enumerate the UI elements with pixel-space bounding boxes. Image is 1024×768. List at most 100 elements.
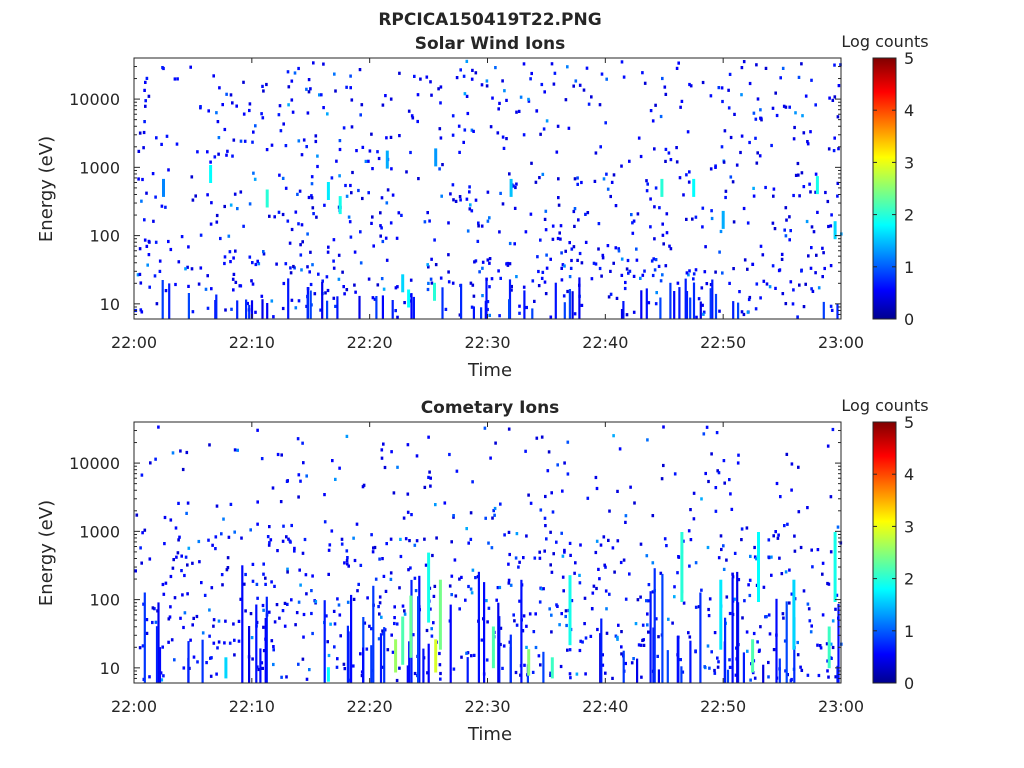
spectrogram-cell xyxy=(722,544,725,548)
spectrogram-cell xyxy=(256,596,259,600)
spectrogram-cell xyxy=(486,219,490,223)
x-tick-label: 22:50 xyxy=(700,333,746,352)
spectrogram-cell xyxy=(273,620,277,624)
spectrogram-cell xyxy=(541,270,545,274)
spectrogram-cell xyxy=(248,255,252,259)
spectrogram-cell xyxy=(687,529,691,533)
spectrogram-cell xyxy=(460,283,463,319)
spectrogram-cell xyxy=(701,225,704,229)
spectrogram-cell xyxy=(251,261,254,265)
spectrogram-cell xyxy=(529,212,533,216)
spectrogram-cell xyxy=(669,282,672,319)
spectrogram-cell xyxy=(256,259,259,263)
spectrogram-cell xyxy=(728,281,731,285)
spectrogram-cell xyxy=(261,299,264,319)
spectrogram-cell xyxy=(806,142,810,146)
spectrogram-cell xyxy=(304,573,308,577)
spectrogram-cell xyxy=(505,98,508,102)
spectrogram-cell xyxy=(728,611,732,616)
spectrogram-cell xyxy=(212,618,216,622)
spectrogram-cell xyxy=(753,545,756,550)
spectrogram-cell xyxy=(685,173,688,177)
spectrogram-cell xyxy=(580,180,583,185)
spectrogram-cell xyxy=(314,600,318,604)
spectrogram-cell xyxy=(496,586,500,590)
spectrogram-cell xyxy=(308,668,311,672)
spectrogram-cell xyxy=(233,448,237,452)
spectrogram-cell xyxy=(359,113,362,117)
spectrogram-cell xyxy=(208,443,211,447)
spectrogram-cell xyxy=(723,129,727,133)
spectrogram-cell xyxy=(169,518,173,522)
spectrogram-cell xyxy=(176,551,180,555)
spectrogram-hotspot xyxy=(385,150,389,169)
spectrogram-cell xyxy=(182,666,186,670)
spectrogram-cell xyxy=(768,632,772,636)
spectrogram-cell xyxy=(569,553,572,557)
spectrogram-cell xyxy=(385,136,388,140)
spectrogram-hotspot xyxy=(209,165,213,183)
spectrogram-cell xyxy=(612,173,616,177)
spectrogram-cell xyxy=(774,286,777,290)
spectrogram-cell xyxy=(168,283,171,319)
spectrogram-cell xyxy=(403,612,407,616)
spectrogram-cell xyxy=(552,82,556,86)
spectrogram-cell xyxy=(279,129,283,133)
spectrogram-cell xyxy=(330,529,334,533)
spectrogram-cell xyxy=(679,105,682,109)
spectrogram-cell xyxy=(719,534,723,538)
spectrogram-cell xyxy=(757,649,761,653)
spectrogram-cell xyxy=(694,268,698,272)
spectrogram-cell xyxy=(176,77,179,81)
spectrogram-cell xyxy=(743,258,747,262)
spectrogram-cell xyxy=(361,196,364,201)
spectrogram-cell xyxy=(466,657,469,683)
spectrogram-cell xyxy=(415,539,419,543)
spectrogram-cell xyxy=(559,224,563,228)
spectrogram-cell xyxy=(736,571,739,683)
spectrogram-cell xyxy=(480,307,483,319)
spectrogram-cell xyxy=(465,651,468,655)
spectrogram-cell xyxy=(710,209,713,213)
spectrogram-cell xyxy=(499,502,502,506)
spectrogram-cell xyxy=(155,136,158,140)
spectrogram-cell xyxy=(260,112,263,116)
spectrogram-cell xyxy=(266,303,269,319)
spectrogram-cell xyxy=(359,563,363,567)
spectrogram-cell xyxy=(441,163,444,167)
spectrogram-cell xyxy=(303,537,307,542)
spectrogram-cell xyxy=(703,665,706,669)
spectrogram-cell xyxy=(248,202,252,206)
spectrogram-cell xyxy=(639,643,643,647)
spectrogram-cell xyxy=(617,249,621,253)
spectrogram-cell xyxy=(463,92,467,96)
spectrogram-cell xyxy=(778,556,781,560)
spectrogram-cell xyxy=(740,527,744,531)
spectrogram-cell xyxy=(250,300,254,319)
spectrogram-cell xyxy=(370,627,373,631)
spectrogram-cell xyxy=(411,116,415,120)
spectrogram-cell xyxy=(336,597,339,601)
spectrogram-cell xyxy=(616,539,620,543)
spectrogram-cell xyxy=(305,474,308,478)
spectrogram-cell xyxy=(784,105,788,109)
spectrogram-cell xyxy=(654,258,658,262)
spectrogram-cell xyxy=(168,615,172,619)
spectrogram-cell xyxy=(441,287,444,319)
spectrogram-cell xyxy=(447,280,451,284)
spectrogram-cell xyxy=(425,75,429,79)
spectrogram-cell xyxy=(408,641,411,683)
spectrogram-cell xyxy=(259,648,262,683)
spectrogram-cell xyxy=(485,658,489,662)
spectrogram-cell xyxy=(330,176,334,180)
spectrogram-cell xyxy=(533,299,536,303)
spectrogram-cell xyxy=(788,238,791,242)
spectrogram-cell xyxy=(262,608,265,612)
spectrogram-cell xyxy=(154,195,157,199)
spectrogram-hotspot xyxy=(265,189,269,208)
spectrogram-cell xyxy=(702,312,705,316)
spectrogram-hotspot xyxy=(409,595,413,658)
spectrogram-cell xyxy=(381,295,384,319)
spectrogram-cell xyxy=(450,593,453,597)
spectrogram-cell xyxy=(837,84,841,88)
